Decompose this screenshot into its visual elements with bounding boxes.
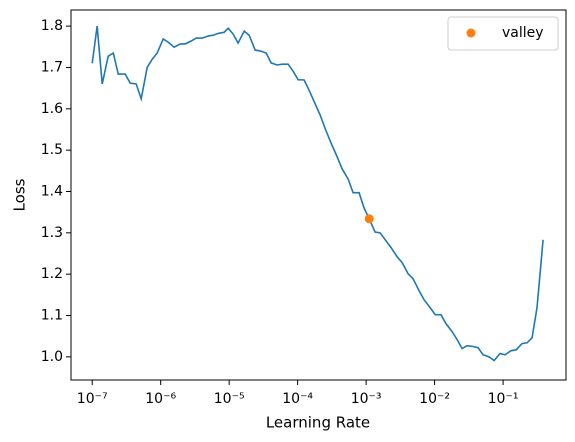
y-tick-label: 1.5 [41,142,63,158]
y-tick-label: 1.8 [41,18,63,34]
y-tick-label: 1.4 [41,183,63,199]
x-tick-label: 10⁻¹ [488,391,519,407]
x-tick-label: 10⁻⁵ [214,391,245,407]
x-tick-label: 10⁻⁷ [77,391,108,407]
legend-box [447,16,559,51]
x-axis-label: Learning Rate [266,414,370,432]
legend-label: valley [502,25,544,41]
valley-point [364,214,374,224]
x-tick-label: 10⁻⁴ [282,391,313,407]
plot-frame [70,9,567,381]
y-axis-label: Loss [11,178,29,211]
y-tick-label: 1.7 [41,59,63,75]
y-tick-label: 1.1 [41,308,63,324]
y-tick-label: 1.6 [41,101,63,117]
x-tick-label: 10⁻² [419,391,450,407]
y-tick-label: 1.3 [41,225,63,241]
x-tick-label: 10⁻³ [351,391,382,407]
loss-line [91,26,544,362]
y-tick-label: 1.2 [41,266,63,282]
legend-marker [466,28,476,38]
x-tick-label: 10⁻⁶ [145,391,176,407]
y-tick-label: 1.0 [41,349,63,365]
